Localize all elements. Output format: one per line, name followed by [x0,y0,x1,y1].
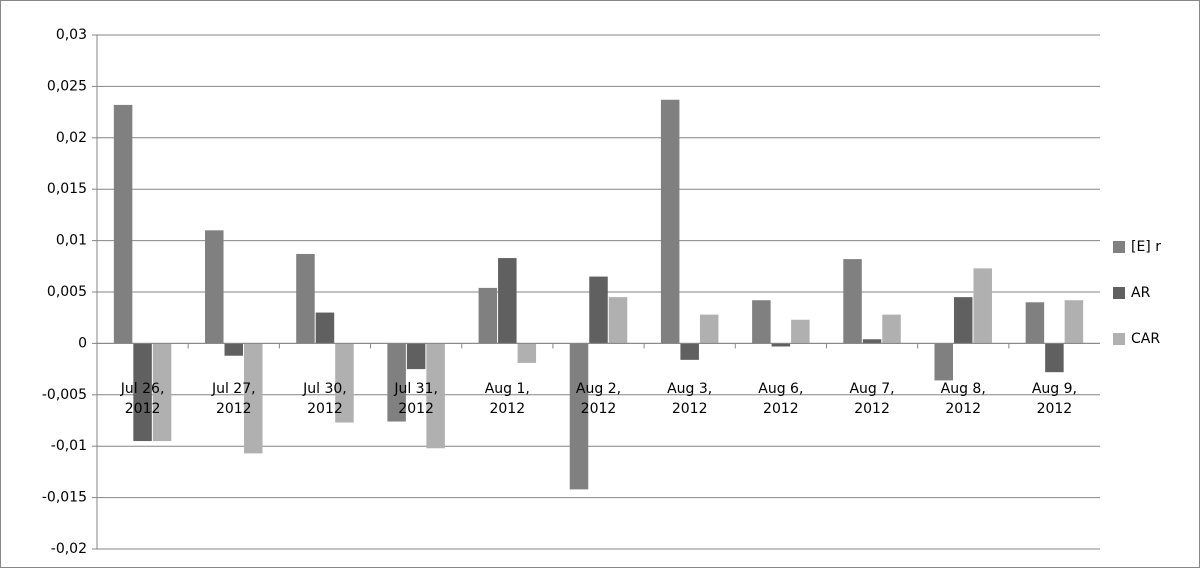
x-tick-label: Jul 30, 2012 [303,381,347,418]
bar [660,99,680,344]
x-tick-label-text: Jul 31, 2012 [394,381,438,418]
x-tick-label: Aug 9, 2012 [1031,381,1077,418]
x-tick-label: Aug 1, 2012 [484,381,530,418]
x-tick-label-text: Aug 2, 2012 [575,381,622,418]
x-tick-label: Aug 3, 2012 [667,381,713,418]
legend-swatch [1113,241,1125,253]
x-tick-label-text: Aug 9, 2012 [1031,381,1077,418]
bar [569,343,589,490]
bar [113,104,133,344]
bar [771,343,791,347]
bar [882,314,901,344]
y-tick-label: 0,03 [56,27,87,43]
bar [752,300,771,344]
x-tick-label-text: Jul 26, 2012 [120,381,165,418]
y-tick-label: 0,025 [47,78,87,94]
bar [335,343,354,423]
y-tick-label: -0,01 [51,438,87,454]
x-tick-label: Aug 8, 2012 [940,381,986,418]
bar [589,276,608,344]
x-tick-label: Jul 27, 2012 [211,381,256,418]
y-tick-label: 0,02 [56,130,87,146]
bar [680,343,699,360]
legend-label: [E] r [1131,239,1161,255]
bar [133,343,152,442]
legend-swatch [1113,333,1125,345]
bar [1025,302,1045,344]
y-tick-label: 0,015 [47,181,87,197]
bar [973,268,992,344]
legend-swatch [1113,287,1125,299]
x-tick-label-text: Aug 8, 2012 [940,381,986,418]
bar [406,343,426,370]
bar [315,312,335,344]
x-tick-label: Aug 7, 2012 [849,381,895,418]
bar [478,287,498,344]
bar [934,343,953,381]
bar [152,343,172,442]
legend-label: CAR [1131,331,1160,347]
y-tick-label: -0,005 [42,387,87,403]
y-tick-label: 0,01 [56,233,87,249]
bar [699,314,719,344]
bar [205,230,224,344]
x-tick-label-text: Aug 3, 2012 [667,381,713,418]
y-tick-label: -0,02 [51,541,87,557]
bar [791,319,810,344]
bar [1064,300,1084,344]
x-tick-label-text: Jul 30, 2012 [303,381,347,418]
y-tick-label: 0,005 [47,284,87,300]
bar [498,258,517,344]
bar [953,297,973,344]
x-tick-label-text: Aug 6, 2012 [758,381,804,418]
x-tick-label-text: Aug 7, 2012 [849,381,895,418]
bar [244,343,263,454]
x-tick-label-text: Jul 27, 2012 [211,381,256,418]
bar [224,343,244,356]
bar [387,343,406,422]
y-tick-label: 0 [78,335,87,351]
y-tick-label: -0,015 [42,490,87,506]
bar [843,259,862,344]
x-tick-label: Aug 6, 2012 [758,381,804,418]
x-tick-label: Aug 2, 2012 [575,381,622,418]
bar [862,339,882,344]
x-tick-label: Jul 26, 2012 [120,381,165,418]
bar [296,253,315,344]
bar [517,343,537,363]
bar [426,343,445,449]
legend-label: AR [1131,285,1151,301]
x-tick-label-text: Aug 1, 2012 [484,381,530,418]
x-tick-label: Jul 31, 2012 [394,381,438,418]
bar [608,297,628,344]
bar [1045,343,1064,373]
